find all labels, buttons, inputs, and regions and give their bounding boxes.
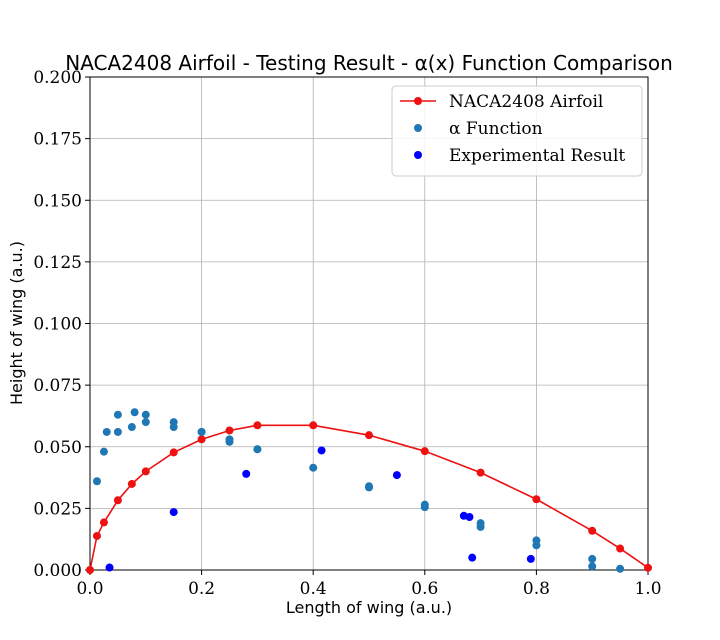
x-axis: 0.0 0.2 0.4 0.6 0.8 1.0 [76,570,662,599]
airfoil-line [89,424,649,571]
airfoil-point [420,447,429,456]
legend-marker-alpha [414,124,422,132]
alpha-function-point [169,418,178,427]
airfoil-point [644,563,652,572]
alpha-function-point [99,447,108,456]
alpha-function-point [113,427,122,436]
x-tick-label: 0.4 [300,579,327,599]
alpha-function-point [476,522,485,531]
alpha-function-point [253,445,262,454]
y-tick-label: 0.050 [33,438,82,458]
airfoil-point [532,495,541,504]
experimental-point [468,553,477,562]
y-axis: 0.000 0.025 0.050 0.075 0.100 0.125 0.150 0.175… [33,68,90,581]
airfoil-point [309,421,318,430]
x-tick-label: 0.2 [188,579,215,599]
experimental-point [242,469,251,478]
airfoil-point [616,544,625,553]
x-tick-label: 0.0 [76,579,103,599]
legend: NACA2408 Airfoil α Function Experimental… [391,85,643,177]
airfoil-point [127,479,136,488]
y-tick-label: 0.025 [33,499,82,519]
experimental-point [105,563,114,572]
airfoil-point [365,431,373,440]
experimental-point [392,471,401,480]
airfoil-point [92,531,101,540]
experimental-point [526,554,535,563]
airfoil-point [197,435,206,444]
alpha-function-point [420,503,429,512]
y-tick-label: 0.150 [33,191,82,211]
airfoil-point [169,448,178,457]
legend-marker-airfoil [414,97,422,105]
alpha-function-point [127,423,136,432]
alpha-function-point [130,408,139,417]
y-tick-label: 0.075 [33,376,82,396]
y-tick-label: 0.100 [33,315,82,335]
x-tick-label: 0.6 [411,579,438,599]
alpha-function-point [588,562,597,571]
y-axis-label: Height of wing (a.u.) [7,241,26,405]
legend-marker-experimental [414,151,422,159]
series-layer [86,408,652,574]
alpha-function-point [616,564,625,573]
alpha-function-point [141,418,150,427]
x-tick-label: 0.8 [523,579,550,599]
airfoil-point [113,496,122,505]
alpha-function-point [365,483,373,492]
alpha-function-point [532,541,541,550]
alpha-function-point [309,463,318,472]
x-tick-label: 1.0 [634,579,661,599]
airfoil-point [253,421,262,430]
airfoil-point [476,468,485,477]
airfoil-point [588,526,597,535]
airfoil-point [141,467,150,476]
experimental-point [169,508,178,517]
experimental-point [317,446,326,455]
y-tick-label: 0.125 [33,253,82,273]
alpha-function-point [141,410,150,419]
alpha-function-point [92,477,101,486]
alpha-function-point [113,410,122,419]
alpha-function-point [102,427,111,436]
airfoil-point [225,426,234,435]
y-tick-label: 0.000 [33,561,82,581]
legend-label-experimental: Experimental Result [449,146,625,166]
chart-title: NACA2408 Airfoil - Testing Result - α(x)… [65,51,673,75]
legend-label-alpha: α Function [449,119,543,139]
x-axis-label: Length of wing (a.u.) [286,598,452,617]
legend-box [391,85,643,177]
experimental-point [465,513,474,522]
alpha-function-point [197,427,206,436]
airfoil-point [99,518,108,527]
alpha-function-point [588,554,597,563]
legend-label-airfoil: NACA2408 Airfoil [449,92,603,112]
y-tick-label: 0.175 [33,130,82,150]
y-tick-label: 0.200 [33,68,82,88]
alpha-function-point [225,437,234,446]
airfoil-point [86,566,94,574]
